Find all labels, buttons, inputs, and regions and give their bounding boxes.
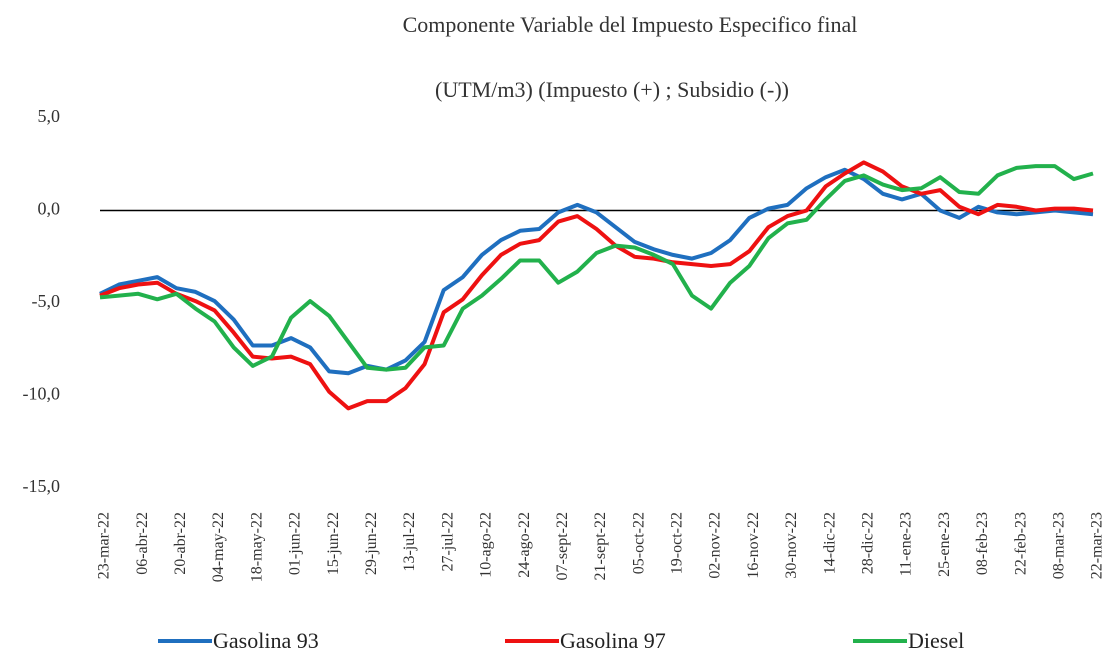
legend-label: Diesel <box>908 628 964 653</box>
x-tick-label: 08-feb-23 <box>974 512 991 575</box>
x-tick-label: 29-jun-22 <box>363 512 380 575</box>
x-tick-label: 04-may-22 <box>210 512 227 582</box>
x-tick-label: 15-jun-22 <box>325 512 342 575</box>
x-tick-label: 08-mar-23 <box>1050 512 1067 579</box>
x-tick-label: 24-ago-22 <box>516 512 533 578</box>
x-tick-label: 28-dic-22 <box>860 512 877 574</box>
x-tick-label: 10-ago-22 <box>478 512 495 578</box>
series-line <box>99 167 1094 376</box>
y-tick-label: 0,0 <box>38 199 61 219</box>
x-tick-label: 27-jul-22 <box>439 512 456 572</box>
y-tick-label: -15,0 <box>23 476 61 496</box>
x-tick-label: 20-abr-22 <box>172 512 189 575</box>
x-tick-label: 19-oct-22 <box>669 512 686 574</box>
x-tick-label: 22-mar-23 <box>1089 512 1106 579</box>
x-tick-label: 11-ene-23 <box>898 512 915 576</box>
x-tick-label: 23-mar-22 <box>96 512 113 579</box>
chart-title: Componente Variable del Impuesto Especif… <box>403 12 858 37</box>
legend-label: Gasolina 97 <box>560 628 666 653</box>
x-tick-label: 01-jun-22 <box>287 512 304 575</box>
x-tick-label: 25-ene-23 <box>936 512 953 577</box>
x-tick-label: 21-sept-22 <box>592 512 609 580</box>
x-tick-label: 22-feb-23 <box>1012 512 1029 575</box>
x-tick-label: 06-abr-22 <box>134 512 151 575</box>
x-tick-label: 02-nov-22 <box>707 512 724 579</box>
x-tick-label: 16-nov-22 <box>745 512 762 579</box>
y-tick-label: 5,0 <box>38 106 61 126</box>
chart-subtitle: (UTM/m3) (Impuesto (+) ; Subsidio (-)) <box>435 77 789 102</box>
y-tick-label: -5,0 <box>32 291 61 311</box>
x-tick-label: 30-nov-22 <box>783 512 800 579</box>
legend-label: Gasolina 93 <box>213 628 319 653</box>
x-tick-label: 14-dic-22 <box>821 512 838 574</box>
x-tick-label: 13-jul-22 <box>401 512 418 572</box>
x-tick-label: 18-may-22 <box>248 512 265 582</box>
y-tick-label: -10,0 <box>23 384 61 404</box>
x-tick-label: 05-oct-22 <box>630 512 647 574</box>
x-tick-label: 07-sept-22 <box>554 512 571 580</box>
series-line <box>99 164 1094 372</box>
series-line <box>99 160 1094 411</box>
